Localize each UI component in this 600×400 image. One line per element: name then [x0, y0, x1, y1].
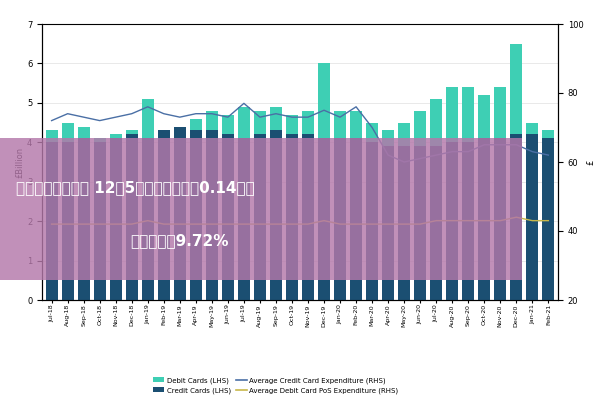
Bar [302, 134, 314, 300]
Bar [334, 111, 346, 300]
Bar [286, 115, 298, 300]
Bar [382, 146, 394, 300]
Bar [222, 134, 234, 300]
Bar [542, 138, 554, 300]
Bar [526, 134, 538, 300]
Bar [238, 107, 250, 300]
Bar [94, 138, 106, 300]
Bar [270, 130, 282, 300]
Y-axis label: £: £ [586, 159, 595, 165]
Bar [446, 87, 458, 300]
Bar [398, 146, 410, 300]
Bar [446, 142, 458, 300]
Bar [142, 138, 154, 300]
Bar [77, 138, 89, 300]
Bar [430, 146, 442, 300]
Bar [494, 87, 506, 300]
Bar [318, 138, 330, 300]
Bar [254, 111, 266, 300]
Bar [126, 130, 138, 300]
Bar [542, 130, 554, 300]
Bar [94, 142, 106, 300]
Bar [430, 99, 442, 300]
Bar [350, 111, 362, 300]
Bar [462, 87, 474, 300]
Bar [398, 122, 410, 300]
Bar [366, 142, 378, 300]
Bar [238, 138, 250, 300]
Bar [190, 119, 202, 300]
Bar [206, 130, 218, 300]
Bar [462, 142, 474, 300]
Bar [206, 111, 218, 300]
Text: 转股溢价率9.72%: 转股溢价率9.72% [131, 233, 229, 248]
Bar [302, 111, 314, 300]
Y-axis label: £Billion: £Billion [15, 146, 24, 178]
Bar [270, 107, 282, 300]
Bar [158, 130, 170, 300]
Bar [62, 122, 74, 300]
Bar [110, 138, 122, 300]
Bar [478, 95, 490, 300]
Bar [526, 122, 538, 300]
Bar [414, 146, 426, 300]
Bar [126, 134, 138, 300]
Bar [190, 130, 202, 300]
Bar [222, 115, 234, 300]
Bar [174, 126, 186, 300]
Bar [366, 122, 378, 300]
Bar [382, 130, 394, 300]
Bar [478, 138, 490, 300]
Bar [158, 130, 170, 300]
Bar [254, 134, 266, 300]
Bar [494, 138, 506, 300]
Bar [46, 130, 58, 300]
Bar [511, 44, 523, 300]
Bar [350, 138, 362, 300]
Bar [142, 99, 154, 300]
Bar [62, 142, 74, 300]
Bar [334, 138, 346, 300]
Bar [511, 134, 523, 300]
Bar [318, 64, 330, 300]
Bar [286, 134, 298, 300]
Bar [174, 126, 186, 300]
Bar [46, 142, 58, 300]
Bar [110, 134, 122, 300]
Bar [77, 126, 89, 300]
Bar [414, 111, 426, 300]
Legend: Debit Cards (LHS), Credit Cards (LHS), Average Credit Card Expenditure (RHS), Av: Debit Cards (LHS), Credit Cards (LHS), A… [151, 374, 401, 396]
Text: 正规的股票配资网 12朎5日联诚转债下跌0.14％，: 正规的股票配资网 12朎5日联诚转债下跌0.14％， [16, 180, 254, 195]
